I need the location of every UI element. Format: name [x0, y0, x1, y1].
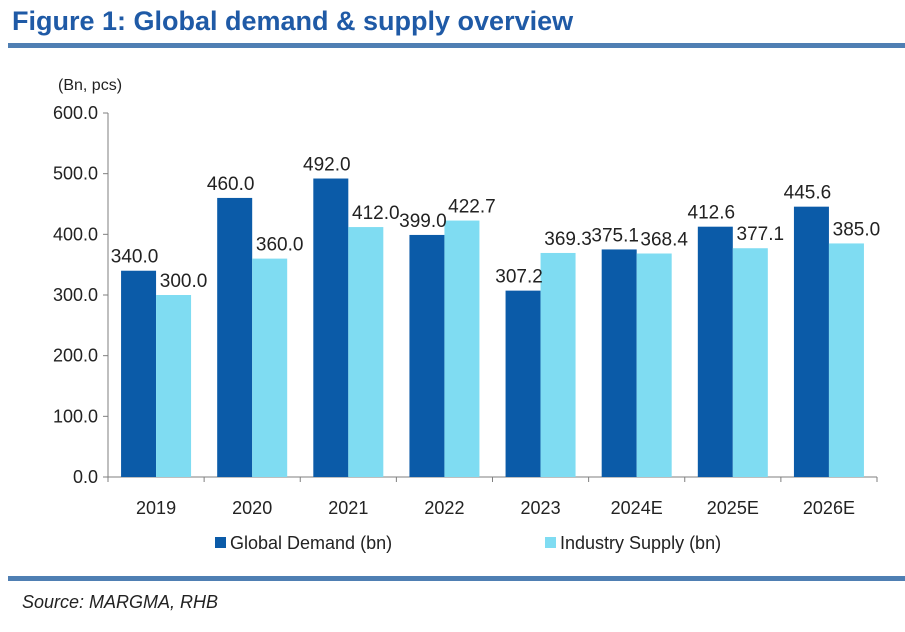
y-tick-label: 600.0	[53, 103, 98, 123]
legend-label-supply: Industry Supply (bn)	[560, 533, 721, 553]
bar-demand-2024e	[601, 249, 637, 477]
bar-chart: (Bn, pcs) 0.0 100.0 200.0 300.0 400.0 500.0 60…	[53, 77, 880, 553]
y-tick-label: 400.0	[53, 224, 98, 244]
legend: Global Demand (bn) Industry Supply (bn)	[215, 533, 721, 553]
bar-supply-2026e	[828, 243, 864, 477]
value-label-demand-2023: 307.2	[495, 267, 543, 288]
y-tick-label: 200.0	[53, 346, 98, 366]
bar-supply-2023	[540, 252, 576, 477]
legend-label-demand: Global Demand (bn)	[230, 533, 392, 553]
bar-demand-2023	[505, 290, 541, 477]
x-tick-label: 2022	[424, 498, 464, 518]
value-label-demand-2026e: 445.6	[784, 183, 832, 204]
value-label-supply-2021: 412.0	[352, 203, 400, 224]
x-tick-label: 2019	[136, 498, 176, 518]
x-tick-label: 2025E	[707, 498, 759, 518]
bar-supply-2022	[444, 220, 480, 477]
value-label-demand-2025e: 412.6	[688, 203, 736, 224]
y-tick-label: 100.0	[53, 406, 98, 426]
y-tick-label: 500.0	[53, 164, 98, 184]
value-label-supply-2020: 360.0	[256, 235, 304, 256]
value-label-demand-2021: 492.0	[303, 155, 351, 176]
bar-supply-2020	[252, 258, 288, 477]
value-label-supply-2025e: 377.1	[737, 224, 785, 245]
unit-label: (Bn, pcs)	[58, 77, 122, 94]
source-note: Source: MARGMA, RHB	[22, 592, 219, 612]
bars	[121, 178, 864, 478]
y-tick-label: 300.0	[53, 285, 98, 305]
bar-supply-2024e	[636, 253, 672, 477]
bar-supply-2025e	[732, 248, 768, 477]
x-tick-label: 2020	[232, 498, 272, 518]
x-tick-label: 2023	[521, 498, 561, 518]
x-tick-label: 2021	[328, 498, 368, 518]
footer-rule	[8, 576, 905, 581]
value-label-supply-2026e: 385.0	[833, 219, 881, 240]
value-label-demand-2022: 399.0	[399, 211, 447, 232]
value-label-supply-2024e: 368.4	[640, 230, 688, 251]
value-label-demand-2020: 460.0	[207, 174, 255, 195]
x-tick-label: 2026E	[803, 498, 855, 518]
value-label-supply-2022: 422.7	[448, 197, 496, 218]
legend-swatch-supply	[545, 537, 556, 548]
bar-demand-2019	[121, 270, 157, 477]
value-label-supply-2023: 369.3	[544, 229, 592, 250]
bar-supply-2019	[156, 295, 192, 477]
value-label-demand-2019: 340.0	[111, 247, 159, 268]
value-label-demand-2024e: 375.1	[591, 225, 639, 246]
figure-title: Figure 1: Global demand & supply overvie…	[12, 6, 574, 36]
y-tick-label: 0.0	[73, 467, 98, 487]
bar-demand-2026e	[793, 206, 829, 478]
bar-demand-2020	[217, 197, 253, 477]
value-label-supply-2019: 300.0	[160, 271, 208, 292]
title-rule	[8, 43, 905, 48]
x-tick-label: 2024E	[611, 498, 663, 518]
bar-demand-2022	[409, 234, 445, 477]
bar-supply-2021	[348, 227, 384, 477]
bar-demand-2021	[313, 178, 349, 477]
bar-demand-2025e	[697, 226, 733, 477]
legend-swatch-demand	[215, 537, 226, 548]
